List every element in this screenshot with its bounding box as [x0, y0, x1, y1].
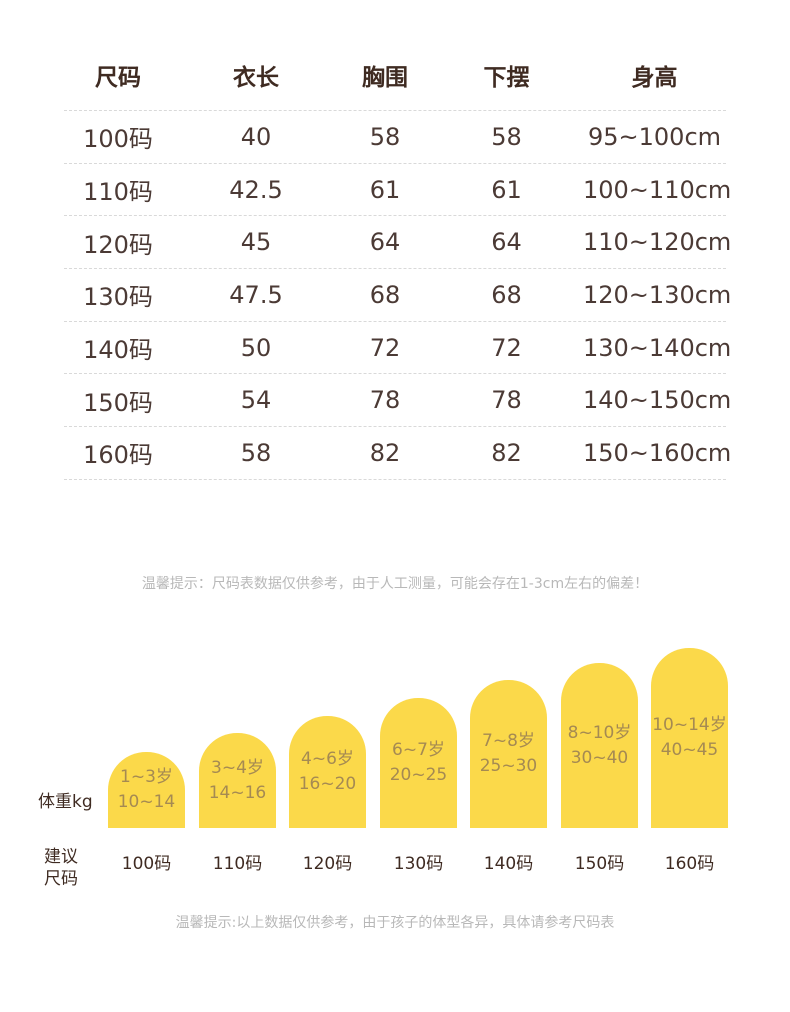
bar-age-label: 3~4岁 — [211, 757, 264, 778]
cell-hem: 61 — [491, 175, 522, 204]
cell-length: 50 — [240, 333, 272, 362]
bar-weight-label: 40~45 — [660, 740, 719, 760]
table-row: 130码 47.5 68 68 120~130cm — [64, 269, 732, 322]
cell-length: 47.5 — [229, 280, 283, 309]
table-row: 110码 42.5 61 61 100~110cm — [64, 164, 732, 217]
cell-size: 100码 — [83, 125, 153, 154]
bar-age-label: 10~14岁 — [652, 715, 727, 735]
weight-axis-label: 体重kg — [38, 792, 93, 812]
table-row: 100码 40 58 58 95~100cm — [64, 111, 726, 164]
weight-bar: 10~14岁 40~45 — [651, 648, 728, 828]
header-hem: 下摆 — [483, 65, 530, 91]
cell-length: 40 — [240, 122, 272, 151]
bar-age-label: 7~8岁 — [482, 731, 535, 751]
recommended-size: 160码 — [664, 854, 715, 874]
bar-weight-label: 16~20 — [298, 774, 357, 794]
bar-weight-label: 10~14 — [117, 792, 176, 812]
weight-bar: 4~6岁 16~20 — [289, 716, 366, 828]
bar-age-label: 8~10岁 — [567, 722, 632, 743]
cell-height: 130~140cm — [583, 333, 732, 362]
recommended-size: 140码 — [483, 854, 534, 874]
cell-height: 120~130cm — [583, 280, 732, 309]
cell-height: 140~150cm — [583, 386, 732, 415]
table-row: 120码 45 64 64 110~120cm — [64, 216, 732, 270]
bar-age-label: 6~7岁 — [392, 740, 445, 760]
table-header-row: 尺码 衣长 胸围 下摆 身高 — [64, 40, 726, 111]
cell-size: 120码 — [83, 230, 153, 259]
cell-length: 58 — [240, 438, 272, 467]
recommend-size-label: 建议 尺码 — [40, 846, 82, 890]
cell-hem: 78 — [491, 386, 522, 415]
cell-size: 130码 — [83, 283, 153, 312]
cell-size: 150码 — [83, 388, 153, 417]
cell-chest: 82 — [369, 438, 401, 467]
table-row: 150码 54 78 78 140~150cm — [64, 374, 732, 428]
cell-hem: 58 — [491, 122, 522, 151]
header-size: 尺码 — [95, 65, 141, 91]
recommended-size: 110码 — [212, 854, 263, 874]
bar-weight-label: 20~25 — [389, 765, 448, 785]
header-chest: 胸围 — [362, 65, 408, 91]
cell-size: 140码 — [83, 336, 153, 365]
recommended-size: 130码 — [393, 854, 444, 874]
recommended-size: 150码 — [574, 854, 625, 874]
measurement-tip: 温馨提示：尺码表数据仅供参考，由于人工测量，可能会存在1-3cm左右的偏差！ — [141, 576, 649, 592]
cell-chest: 64 — [369, 228, 401, 257]
recommend-label-line2: 尺码 — [44, 869, 78, 889]
cell-length: 45 — [240, 228, 272, 257]
header-height: 身高 — [631, 65, 678, 91]
cell-chest: 58 — [369, 122, 401, 151]
weight-size-chart: 体重kg 建议 尺码 1~3岁 10~14 100码 3~4岁 14~16 110码 4~6… — [0, 640, 790, 900]
table-row: 140码 50 72 72 130~140cm — [64, 322, 732, 375]
cell-length: 42.5 — [229, 175, 283, 204]
weight-bar: 7~8岁 25~30 — [470, 680, 547, 828]
table-row: 160码 58 82 82 150~160cm — [64, 427, 732, 480]
header-length: 衣长 — [233, 65, 279, 91]
weight-bar: 3~4岁 14~16 — [199, 733, 276, 828]
bar-weight-label: 30~40 — [570, 747, 629, 768]
cell-height: 95~100cm — [587, 122, 722, 151]
bar-age-label: 1~3岁 — [120, 767, 173, 787]
bar-weight-label: 25~30 — [479, 756, 538, 776]
cell-hem: 82 — [491, 438, 522, 467]
cell-height: 150~160cm — [583, 438, 732, 467]
recommended-size: 100码 — [121, 854, 172, 874]
cell-chest: 78 — [369, 386, 401, 415]
cell-hem: 72 — [491, 333, 522, 362]
size-table: 尺码 衣长 胸围 下摆 身高 100码 40 58 58 95~100cm 11… — [64, 40, 732, 480]
weight-bar: 6~7岁 20~25 — [380, 698, 457, 828]
recommend-label-line1: 建议 — [44, 847, 78, 867]
cell-chest: 61 — [369, 175, 401, 204]
cell-size: 110码 — [83, 178, 153, 207]
cell-chest: 72 — [369, 333, 401, 362]
cell-length: 54 — [240, 386, 272, 415]
cell-size: 160码 — [83, 441, 153, 470]
bar-weight-label: 14~16 — [208, 782, 267, 803]
cell-hem: 68 — [491, 280, 522, 309]
weight-bar: 1~3岁 10~14 — [108, 752, 185, 828]
body-type-tip: 温馨提示:以上数据仅供参考，由于孩子的体型各异，具体请参考尺码表 — [175, 915, 615, 931]
cell-height: 100~110cm — [583, 175, 732, 204]
recommended-size: 120码 — [302, 854, 353, 874]
cell-hem: 64 — [491, 228, 522, 257]
cell-height: 110~120cm — [583, 228, 732, 257]
weight-bar: 8~10岁 30~40 — [561, 663, 638, 828]
cell-chest: 68 — [369, 280, 401, 309]
bar-age-label: 4~6岁 — [301, 749, 354, 769]
